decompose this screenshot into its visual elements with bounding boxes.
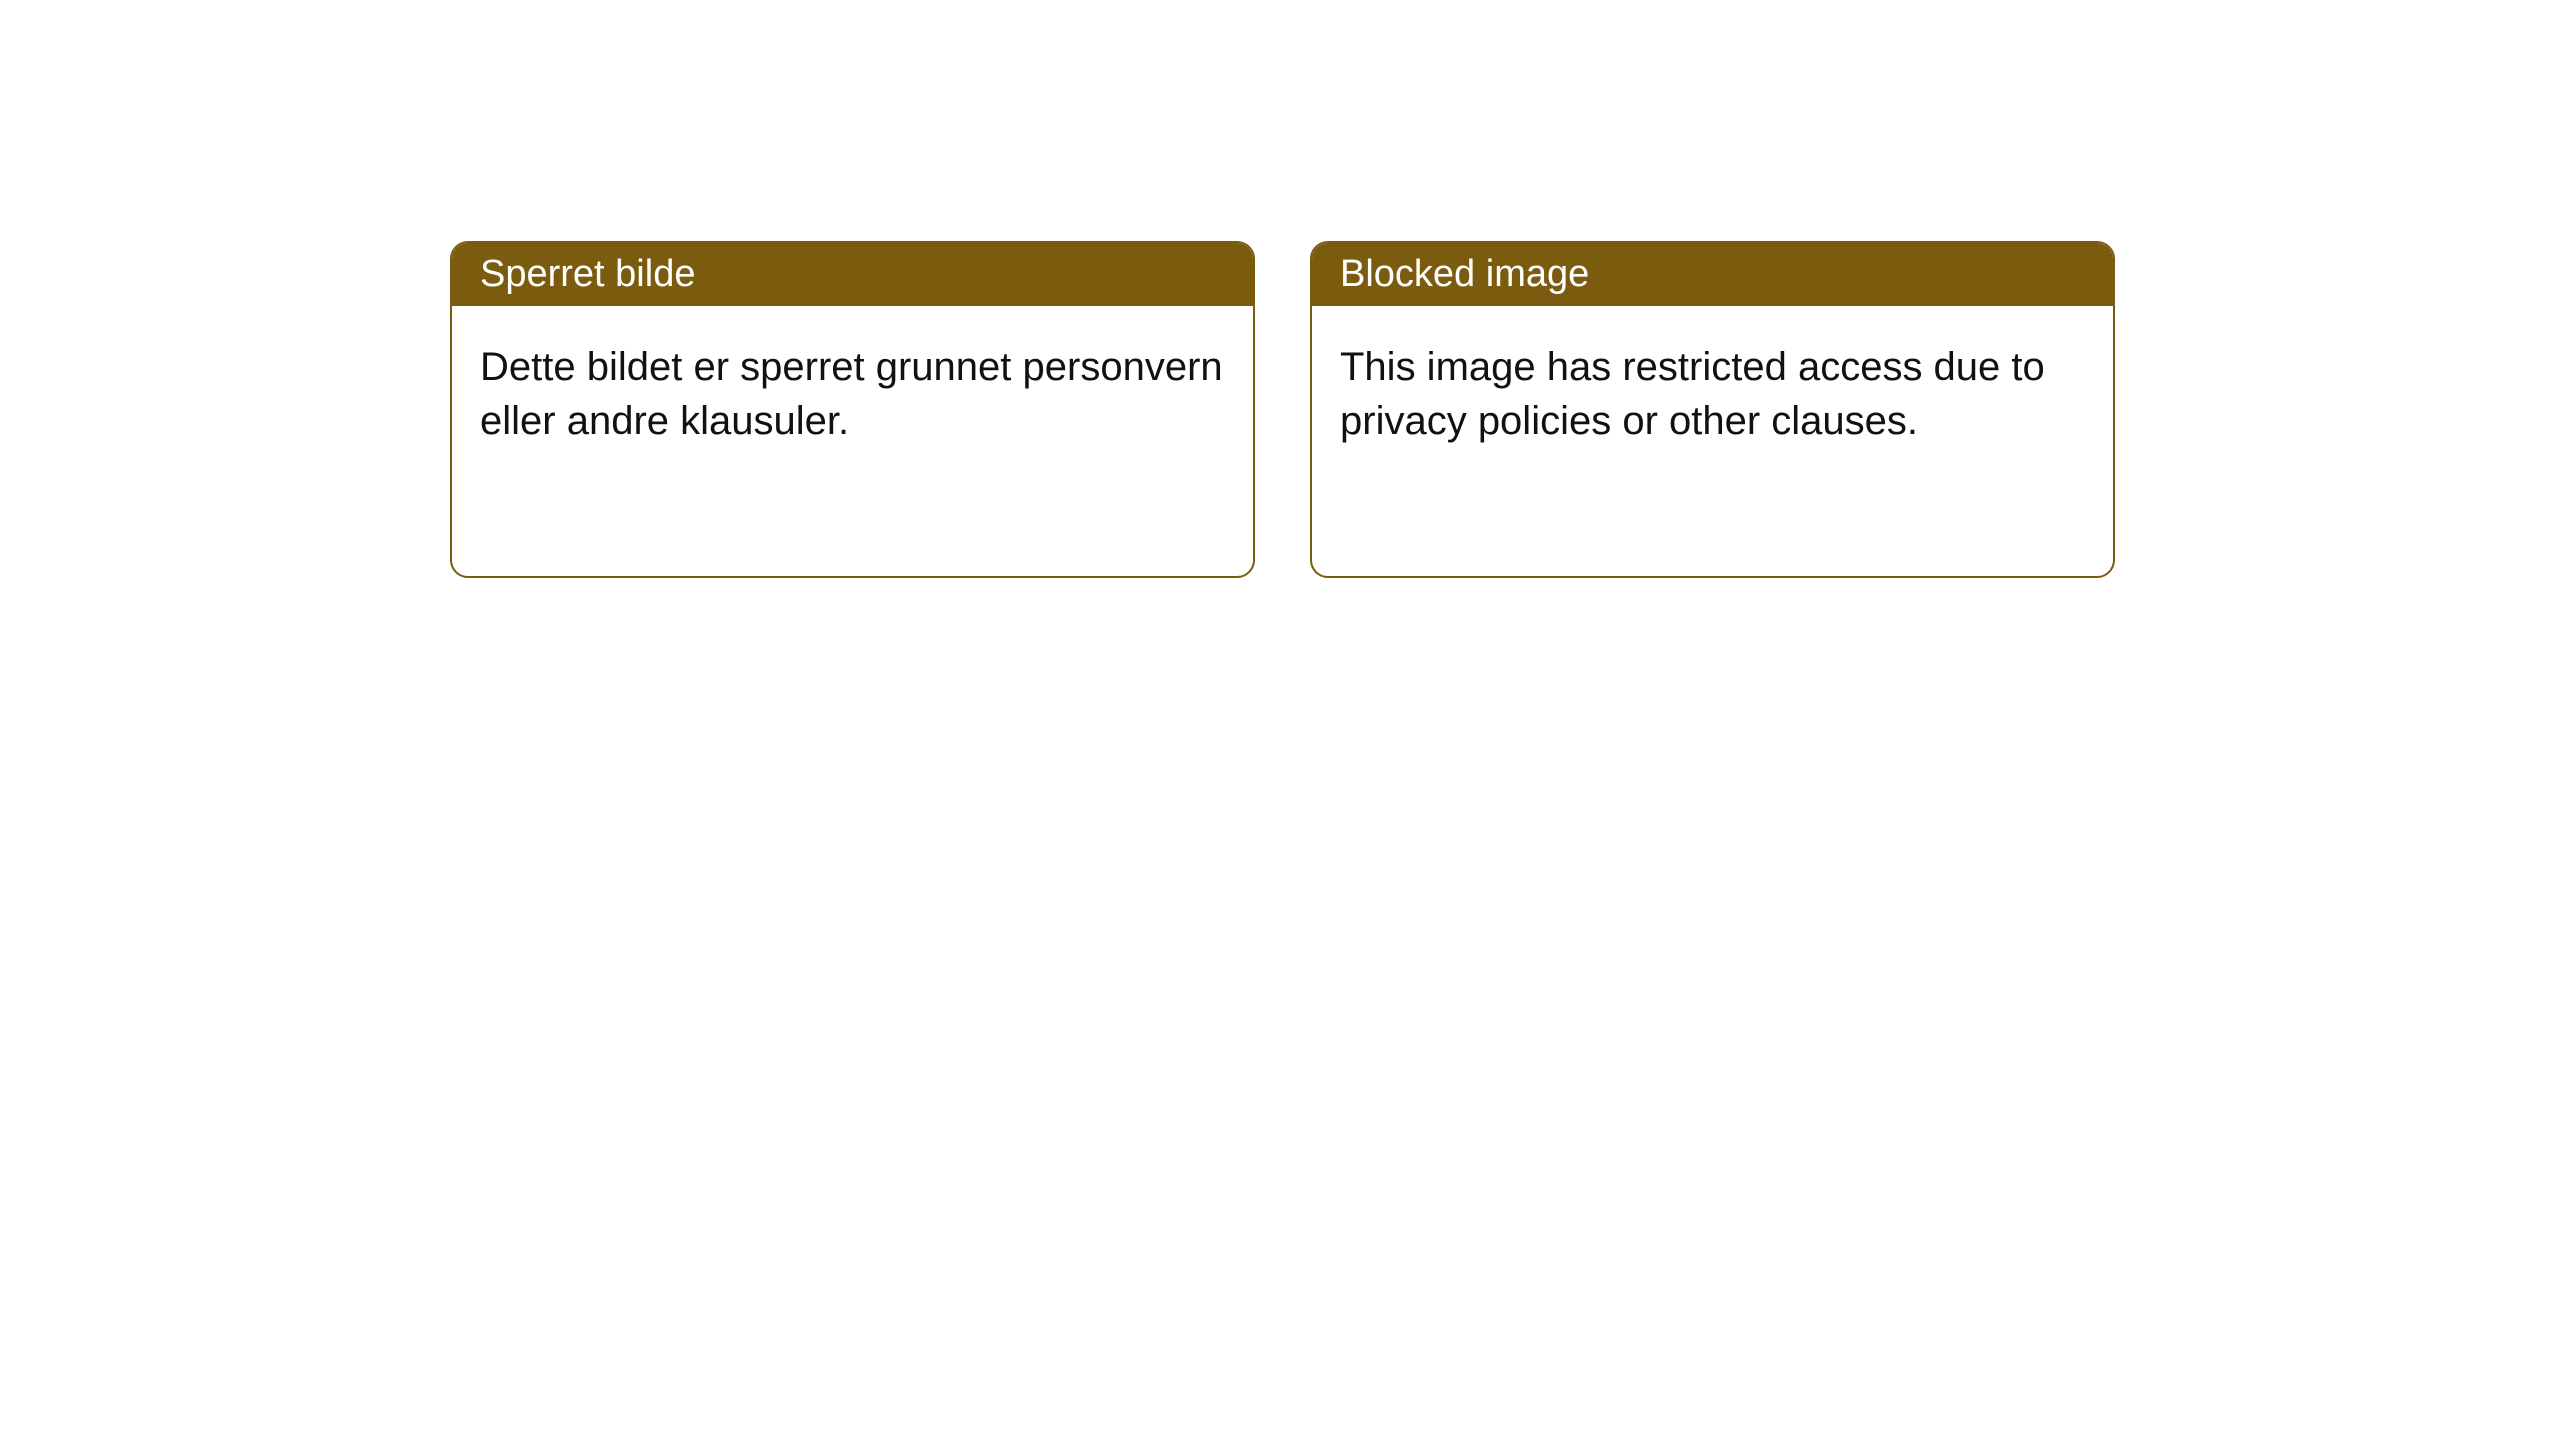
panel-body-english: This image has restricted access due to … xyxy=(1312,306,2113,482)
panel-english: Blocked image This image has restricted … xyxy=(1310,241,2115,578)
panel-header-norwegian: Sperret bilde xyxy=(452,243,1253,306)
panel-norwegian: Sperret bilde Dette bildet er sperret gr… xyxy=(450,241,1255,578)
blocked-image-panels: Sperret bilde Dette bildet er sperret gr… xyxy=(450,241,2115,578)
panel-body-norwegian: Dette bildet er sperret grunnet personve… xyxy=(452,306,1253,482)
panel-header-english: Blocked image xyxy=(1312,243,2113,306)
